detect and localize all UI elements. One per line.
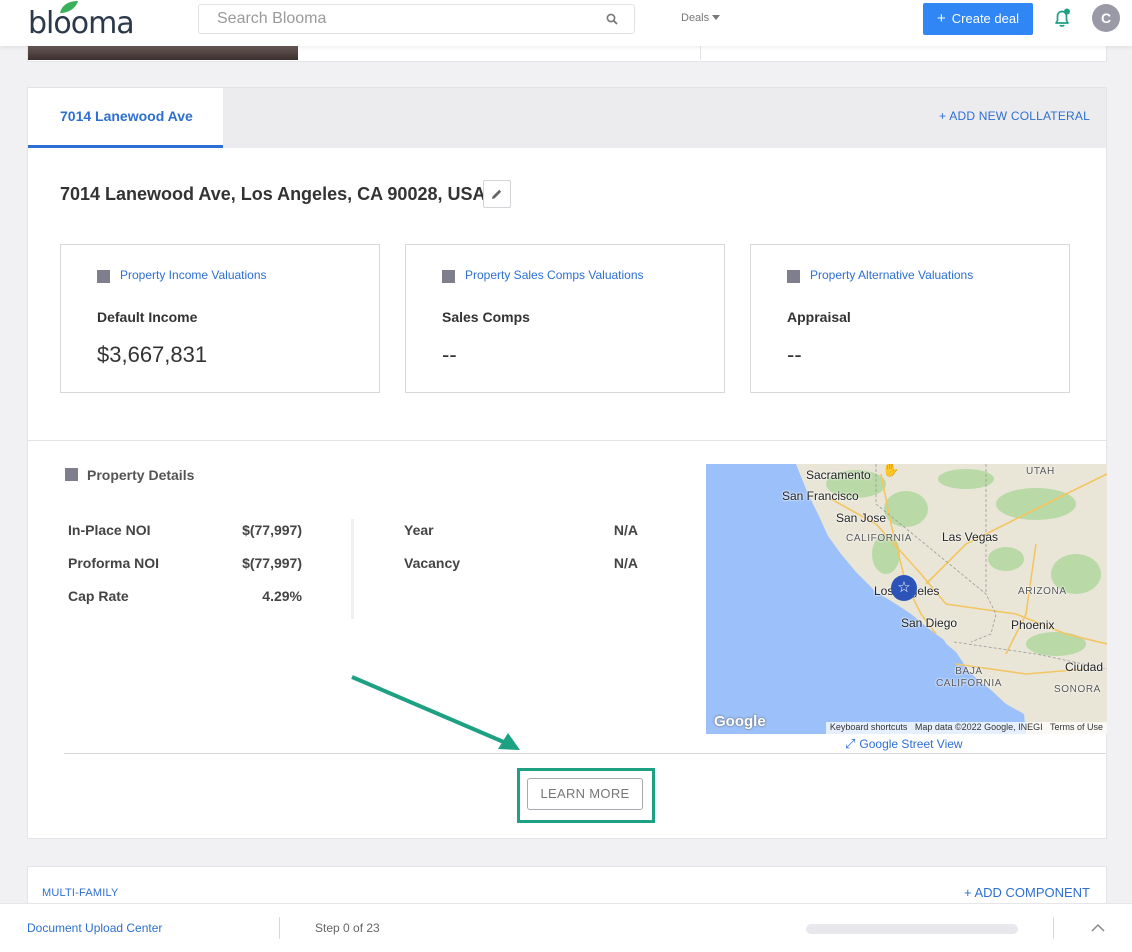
cap-rate-label: Cap Rate <box>68 588 129 604</box>
caret-down-icon <box>712 15 721 20</box>
leaf-icon <box>60 1 78 13</box>
pencil-icon <box>492 189 502 199</box>
income-valuation-link[interactable]: Property Income Valuations <box>120 268 267 282</box>
document-upload-center-link[interactable]: Document Upload Center <box>27 921 163 935</box>
cap-rate-value: 4.29% <box>262 588 302 604</box>
component-type-link[interactable]: MULTI-FAMILY <box>42 887 119 899</box>
map-label: Sacramento <box>806 468 871 482</box>
section-square-icon <box>442 270 455 283</box>
collateral-tabs: 7014 Lanewood Ave + ADD NEW COLLATERAL <box>28 88 1106 148</box>
search-box <box>198 4 635 34</box>
valuation-label: Sales Comps <box>442 309 530 325</box>
keyboard-shortcuts-link[interactable]: Keyboard shortcuts <box>829 722 908 732</box>
map-attribution: Keyboard shortcuts Map data ©2022 Google… <box>825 722 1107 734</box>
notification-bell-icon[interactable] <box>1051 7 1073 29</box>
section-square-icon <box>97 270 110 283</box>
year-label: Year <box>404 522 434 538</box>
expand-icon: ⤢ <box>845 736 856 751</box>
alternative-valuation-link[interactable]: Property Alternative Valuations <box>810 268 974 282</box>
learn-more-button[interactable]: LEARN MORE <box>527 778 643 810</box>
top-nav-bar: blooma Deals + Create deal C <box>0 0 1132 46</box>
hand-cursor-icon: ✋ <box>882 464 900 477</box>
location-star-pin-icon[interactable]: ☆ <box>891 575 917 601</box>
annotation-highlight-box <box>517 768 655 823</box>
map-label: Las Vegas <box>942 530 999 544</box>
alternative-valuation-card: Property Alternative Valuations Appraisa… <box>750 244 1070 393</box>
sales-comps-valuation-card: Property Sales Comps Valuations Sales Co… <box>405 244 725 393</box>
divider <box>279 917 280 939</box>
add-component-link[interactable]: + ADD COMPONENT <box>963 885 1090 900</box>
valuation-value: $3,667,831 <box>97 342 208 367</box>
step-progress-bar <box>806 924 1018 934</box>
annotation-arrow-icon <box>351 675 520 750</box>
in-place-noi-label: In-Place NOI <box>68 522 151 538</box>
search-input[interactable] <box>199 5 579 33</box>
edit-address-button[interactable] <box>483 180 511 208</box>
map-label: Phoenix <box>1011 618 1055 632</box>
property-map[interactable]: ✋ Sacramento San Francisco San Jose CALI… <box>706 464 1107 734</box>
in-place-noi-value: $(77,997) <box>242 522 302 538</box>
section-square-icon <box>65 468 78 481</box>
google-street-view-link[interactable]: ⤢ Google Street View <box>845 736 963 752</box>
google-logo[interactable]: Google <box>714 713 766 730</box>
property-details-title: Property Details <box>87 467 195 483</box>
map-label: San Diego <box>901 616 958 630</box>
divider <box>700 40 701 60</box>
step-counter: Step 0 of 23 <box>315 921 380 935</box>
tab-collateral-active[interactable]: 7014 Lanewood Ave <box>28 88 223 148</box>
valuation-label: Appraisal <box>787 309 851 325</box>
map-label: UTAH <box>1026 466 1055 477</box>
section-square-icon <box>787 270 800 283</box>
user-avatar[interactable]: C <box>1092 4 1120 32</box>
bottom-status-bar: Document Upload Center Step 0 of 23 <box>0 903 1132 952</box>
logo-text: blooma <box>28 6 135 41</box>
map-label: San Jose <box>836 511 887 525</box>
chevron-up-icon[interactable] <box>1091 923 1105 933</box>
tab-label: 7014 Lanewood Ave <box>60 108 193 124</box>
income-valuation-card: Property Income Valuations Default Incom… <box>60 244 380 393</box>
property-address: 7014 Lanewood Ave, Los Angeles, CA 90028… <box>60 184 486 204</box>
column-divider <box>351 519 354 619</box>
map-data-text: Map data ©2022 Google, INEGI <box>914 722 1043 732</box>
section-divider <box>28 440 1106 441</box>
add-new-collateral-link[interactable]: + ADD NEW COLLATERAL <box>939 109 1090 123</box>
terms-of-use-link[interactable]: Terms of Use <box>1049 722 1103 732</box>
create-deal-button[interactable]: + Create deal <box>923 3 1033 35</box>
proforma-noi-value: $(77,997) <box>242 555 302 571</box>
create-deal-label: Create deal <box>951 11 1019 26</box>
blooma-logo[interactable]: blooma <box>28 1 135 41</box>
map-label: BAJA CALIFORNIA <box>935 666 1002 689</box>
plus-icon: + <box>937 10 946 27</box>
map-label: Ciudad <box>1065 660 1104 674</box>
valuation-value: -- <box>787 342 802 367</box>
deals-label: Deals <box>681 12 710 24</box>
year-value: N/A <box>613 522 638 538</box>
street-view-label: Google Street View <box>859 737 963 751</box>
proforma-noi-label: Proforma NOI <box>68 555 160 571</box>
valuation-label: Default Income <box>97 309 198 325</box>
deals-menu[interactable]: Deals <box>681 12 721 24</box>
sales-comps-valuation-link[interactable]: Property Sales Comps Valuations <box>465 268 644 282</box>
valuation-value: -- <box>442 342 457 367</box>
map-label: SONORA <box>1054 684 1101 695</box>
section-divider <box>64 753 1106 754</box>
vacancy-label: Vacancy <box>404 555 461 571</box>
map-terrain <box>796 464 1107 734</box>
map-label: ARIZONA <box>1018 586 1067 597</box>
search-icon[interactable] <box>606 13 618 25</box>
collateral-card: 7014 Lanewood Ave + ADD NEW COLLATERAL 7… <box>27 87 1107 839</box>
vacancy-value: N/A <box>613 555 638 571</box>
map-label: CALIFORNIA <box>846 533 913 544</box>
map-label: San Francisco <box>782 489 859 503</box>
divider <box>1053 917 1054 939</box>
